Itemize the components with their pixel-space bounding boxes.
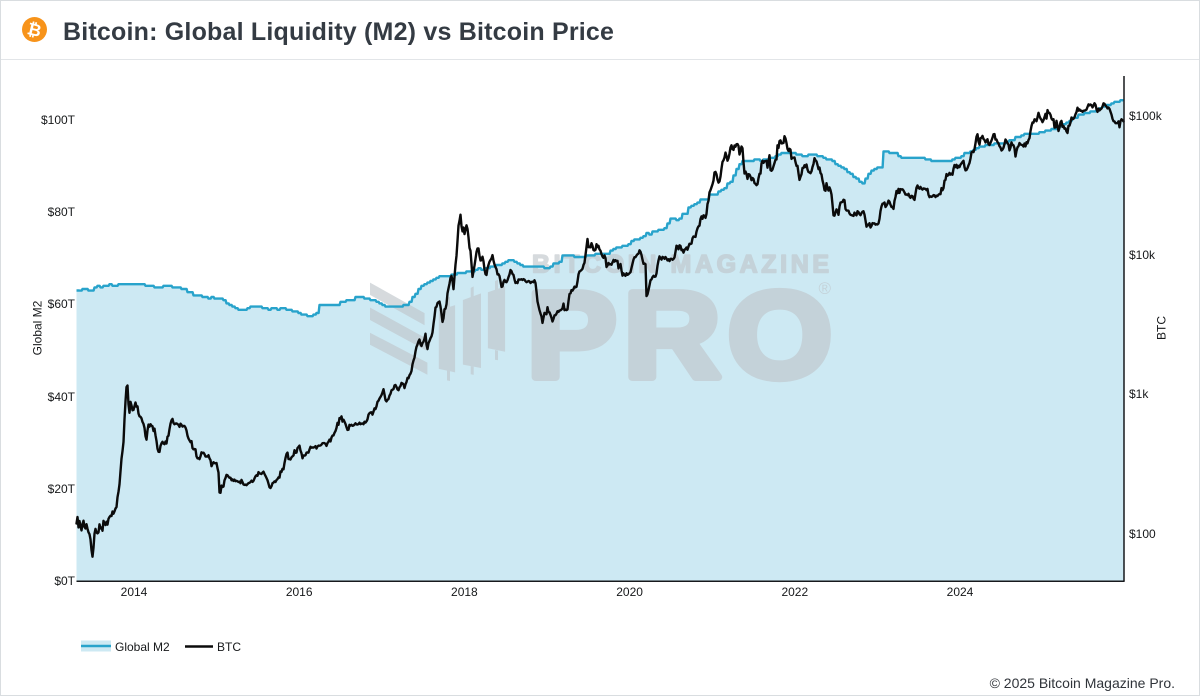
svg-text:₿: ₿ <box>25 19 43 41</box>
svg-text:®: ® <box>819 279 832 298</box>
svg-text:BITCOIN MAGAZINE: BITCOIN MAGAZINE <box>532 251 833 279</box>
svg-text:PRO: PRO <box>527 268 839 404</box>
